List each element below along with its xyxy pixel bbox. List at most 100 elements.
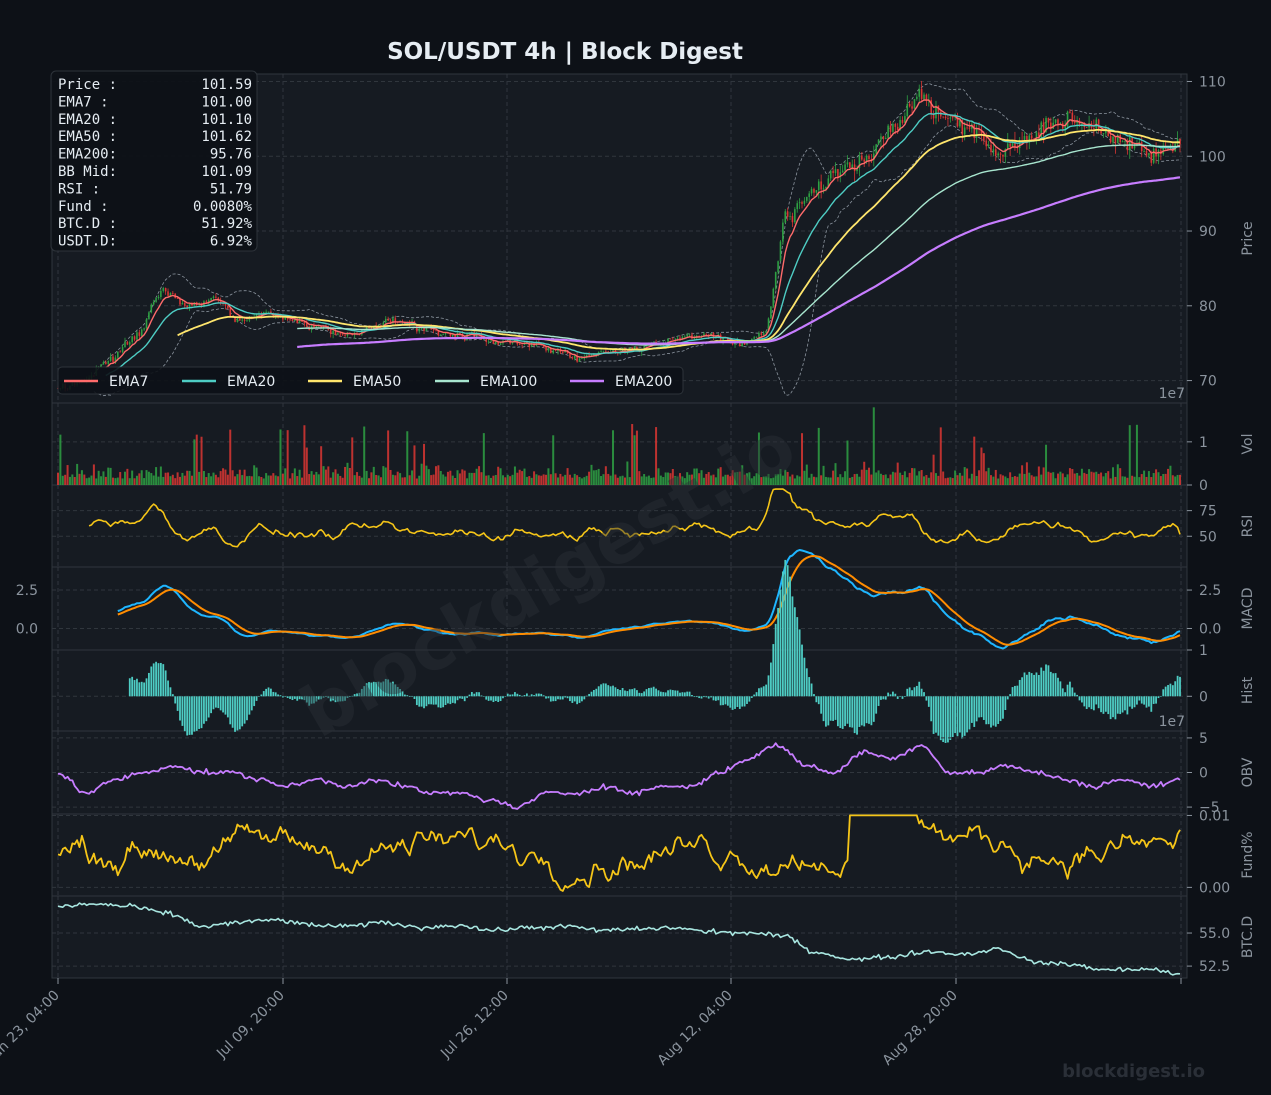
hist-bar (901, 696, 904, 699)
candle-body (172, 292, 174, 294)
volume-bar (710, 475, 713, 485)
hist-bar (334, 696, 337, 703)
hist-bar (975, 696, 978, 722)
candle-body (705, 333, 708, 335)
hist-bar (540, 693, 543, 697)
candle-body (1116, 135, 1119, 144)
hist-bar (447, 696, 449, 704)
candle-body (155, 298, 157, 302)
info-label: BTC.D : (58, 216, 117, 232)
hist-bar (896, 696, 899, 699)
volume-bar (913, 468, 916, 485)
candle-body (942, 116, 944, 118)
hist-bar (375, 681, 378, 697)
volume-bar (123, 471, 126, 485)
volume-bar (231, 470, 234, 485)
candle-body (404, 322, 406, 325)
volume-bar (399, 473, 402, 485)
volume-bar (963, 467, 966, 485)
volume-bar (272, 473, 275, 485)
volume-bar (1061, 473, 1064, 485)
candle-body (901, 119, 904, 123)
volume-bar (1179, 474, 1181, 485)
volume-bar (1028, 472, 1031, 485)
candle-body (143, 328, 145, 330)
hist-bar (258, 696, 260, 697)
volume-bar (420, 463, 423, 485)
hist-bar (968, 696, 971, 730)
volume-bar (212, 472, 215, 485)
volume-bar (683, 478, 686, 485)
volume-bar (982, 453, 985, 485)
volume-bar (1092, 472, 1095, 485)
candle-body (234, 317, 236, 322)
volume-bar (499, 468, 502, 485)
candle-body (117, 351, 119, 358)
candle-body (1004, 148, 1007, 157)
volume-bar (528, 476, 531, 485)
hist-bar (339, 696, 342, 702)
candle-body (150, 304, 153, 313)
volume-bar (320, 446, 323, 485)
info-label: BB Mid: (58, 164, 117, 180)
volume-bar (700, 470, 703, 485)
hist-bar (528, 695, 531, 697)
hist-bar (683, 692, 686, 697)
hist-bar (549, 696, 552, 702)
hist-bar (253, 696, 256, 707)
volume-bar (281, 473, 284, 485)
volume-bar (985, 471, 988, 485)
candle-body (1028, 135, 1031, 143)
hist-bar (430, 696, 433, 705)
volume-bar (131, 470, 134, 485)
candle-body (212, 296, 215, 298)
candle-body (791, 216, 794, 223)
candle-body (107, 360, 110, 364)
volume-bar (801, 433, 804, 485)
candle-body (1014, 142, 1016, 148)
volume-bar (1126, 477, 1129, 485)
candle-body (406, 321, 409, 325)
hist-bar (557, 696, 559, 700)
candle-body (157, 296, 160, 299)
volume-bar (1102, 476, 1105, 485)
hist-bar (877, 696, 880, 706)
hist-bar (214, 696, 217, 708)
candle-body (341, 334, 344, 336)
hist-bar (1069, 681, 1071, 697)
hist-bar (765, 684, 768, 697)
candle-body (289, 319, 291, 321)
hist-bar (303, 696, 306, 701)
hist-bar (750, 696, 753, 698)
volume-bar (645, 476, 648, 485)
candle-body (844, 164, 846, 171)
hist-bar (698, 696, 701, 699)
volume-bar (463, 470, 466, 485)
hist-bar (1081, 696, 1083, 703)
volume-bar (107, 467, 110, 485)
hist-bar (380, 682, 382, 697)
hist-bar (841, 696, 844, 729)
hist-bar (803, 657, 806, 697)
volume-bar (468, 472, 471, 485)
hist-bar (389, 682, 392, 697)
candle-body (911, 106, 913, 109)
hist-bar (128, 678, 131, 697)
volume-bar (568, 474, 571, 485)
volume-bar (946, 477, 949, 485)
hist-bar (758, 688, 760, 697)
candle-body (557, 349, 559, 352)
candle-body (858, 155, 861, 168)
volume-bar (403, 477, 406, 485)
hist-bar (427, 696, 430, 705)
volume-bar (667, 472, 670, 485)
hist-bar (779, 589, 782, 697)
volume-bar (150, 473, 153, 485)
candle-body (1018, 140, 1021, 149)
hist-bar (703, 696, 705, 698)
volume-bar (827, 477, 830, 485)
hist-bar (600, 684, 602, 697)
hist-bar (377, 681, 380, 697)
hist-bar (179, 696, 181, 721)
volume-bar (401, 477, 404, 485)
